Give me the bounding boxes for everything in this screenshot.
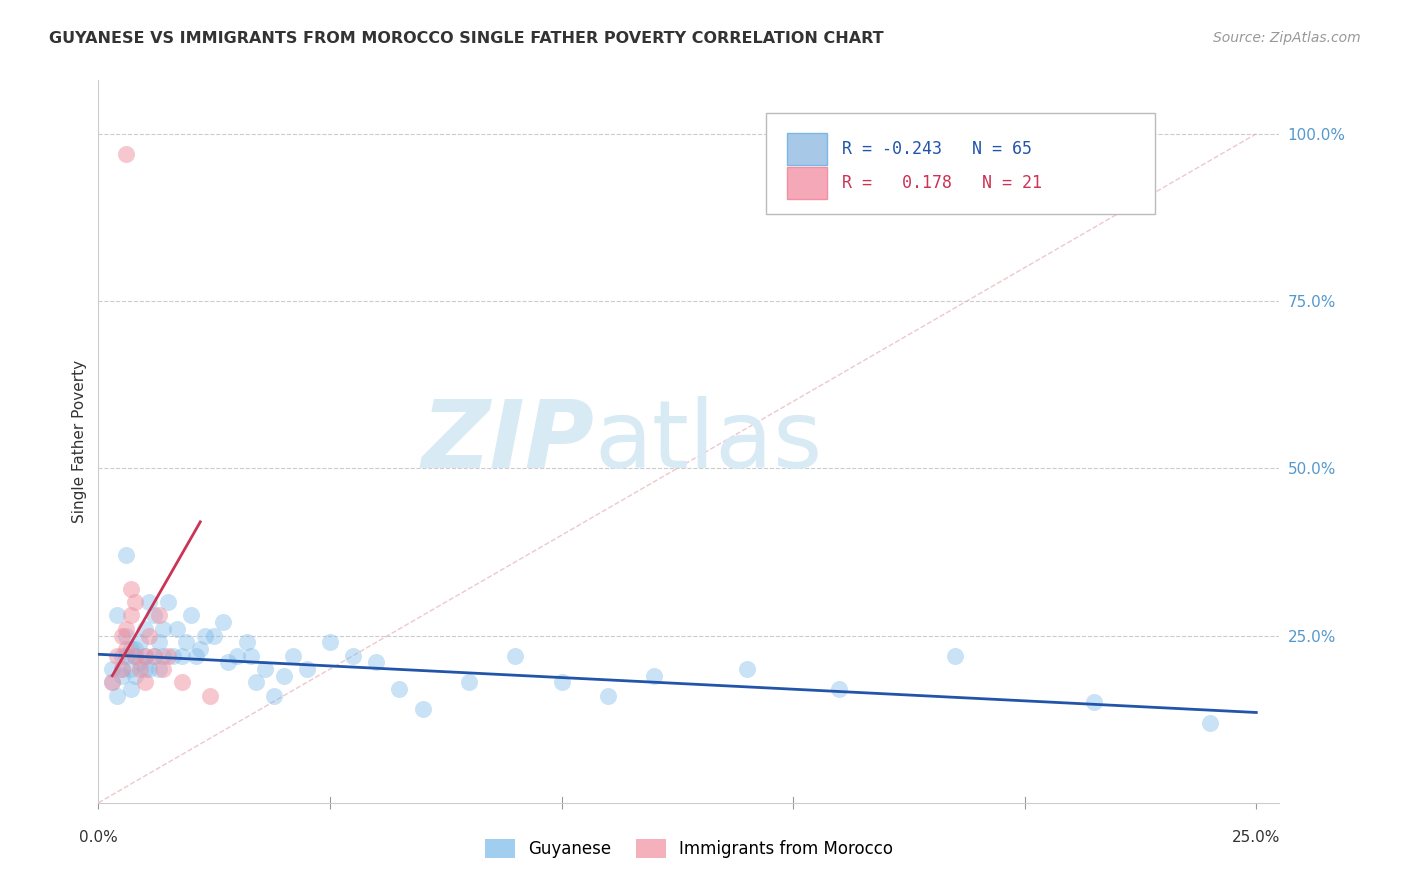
Point xyxy=(202,628,225,642)
Point xyxy=(166,622,188,636)
Text: GUYANESE VS IMMIGRANTS FROM MOROCCO SINGLE FATHER POVERTY CORRELATION CHART: GUYANESE VS IMMIGRANTS FROM MOROCCO SING… xyxy=(49,31,884,46)
Point xyxy=(124,669,146,683)
Point xyxy=(176,635,198,649)
Point xyxy=(596,689,619,703)
Point xyxy=(110,669,132,683)
Point xyxy=(156,648,179,663)
Point xyxy=(245,675,267,690)
Point xyxy=(170,675,193,690)
Point xyxy=(273,669,295,683)
Point xyxy=(101,662,124,676)
FancyBboxPatch shape xyxy=(766,112,1156,214)
Point xyxy=(281,648,304,663)
Point xyxy=(152,648,174,663)
Point xyxy=(170,648,193,663)
Point xyxy=(643,669,665,683)
Point xyxy=(120,608,142,623)
Point xyxy=(240,648,263,663)
Point xyxy=(503,648,526,663)
Point xyxy=(319,635,342,649)
Point xyxy=(124,648,146,663)
Point xyxy=(101,675,124,690)
Point xyxy=(115,628,138,642)
Point xyxy=(735,662,758,676)
Point xyxy=(342,648,364,663)
Point xyxy=(101,675,124,690)
Point xyxy=(217,655,239,669)
Point xyxy=(110,628,132,642)
Point xyxy=(110,662,132,676)
Point xyxy=(143,608,166,623)
Point xyxy=(110,648,132,663)
Point xyxy=(115,642,138,657)
Point xyxy=(366,655,388,669)
Point xyxy=(115,622,138,636)
Point xyxy=(295,662,318,676)
Point xyxy=(120,582,142,596)
Legend: Guyanese, Immigrants from Morocco: Guyanese, Immigrants from Morocco xyxy=(477,830,901,867)
Point xyxy=(828,681,851,696)
Point xyxy=(120,662,142,676)
Point xyxy=(254,662,277,676)
Point xyxy=(134,675,156,690)
Text: R =   0.178   N = 21: R = 0.178 N = 21 xyxy=(842,174,1042,192)
Point xyxy=(412,702,434,716)
Text: R = -0.243   N = 65: R = -0.243 N = 65 xyxy=(842,140,1032,158)
Point xyxy=(550,675,572,690)
Point xyxy=(105,608,128,623)
Point xyxy=(143,648,166,663)
Point xyxy=(148,662,170,676)
Text: atlas: atlas xyxy=(595,395,823,488)
Point xyxy=(115,548,138,563)
Point xyxy=(152,662,174,676)
Text: ZIP: ZIP xyxy=(422,395,595,488)
Point xyxy=(198,689,221,703)
Point xyxy=(458,675,481,690)
Point xyxy=(129,662,152,676)
Point xyxy=(105,648,128,663)
Point xyxy=(105,689,128,703)
Point xyxy=(194,628,217,642)
Point xyxy=(134,622,156,636)
Point xyxy=(129,655,152,669)
Point xyxy=(388,681,411,696)
Point xyxy=(212,615,235,630)
Point xyxy=(115,648,138,663)
Point xyxy=(148,608,170,623)
Point xyxy=(1083,696,1105,710)
Point xyxy=(138,595,160,609)
Text: 0.0%: 0.0% xyxy=(79,830,118,845)
Point xyxy=(138,662,160,676)
Point xyxy=(124,648,146,663)
Point xyxy=(138,628,160,642)
Point xyxy=(943,648,966,663)
Point xyxy=(152,622,174,636)
Point xyxy=(263,689,285,703)
Point xyxy=(162,648,184,663)
Point xyxy=(120,681,142,696)
FancyBboxPatch shape xyxy=(787,133,827,165)
Point xyxy=(129,635,152,649)
Point xyxy=(156,595,179,609)
Point xyxy=(124,595,146,609)
Point xyxy=(184,648,207,663)
Point xyxy=(188,642,211,657)
Point xyxy=(1199,715,1222,730)
Point xyxy=(148,635,170,649)
Point xyxy=(134,662,156,676)
Point xyxy=(115,147,138,161)
Point xyxy=(134,648,156,663)
Point xyxy=(226,648,249,663)
Text: Source: ZipAtlas.com: Source: ZipAtlas.com xyxy=(1213,31,1361,45)
Text: 25.0%: 25.0% xyxy=(1232,830,1281,845)
Point xyxy=(120,642,142,657)
Point xyxy=(124,642,146,657)
Y-axis label: Single Father Poverty: Single Father Poverty xyxy=(72,360,87,523)
Point xyxy=(110,662,132,676)
Point xyxy=(134,648,156,663)
Point xyxy=(180,608,202,623)
Point xyxy=(235,635,257,649)
Point xyxy=(143,648,166,663)
FancyBboxPatch shape xyxy=(787,167,827,199)
